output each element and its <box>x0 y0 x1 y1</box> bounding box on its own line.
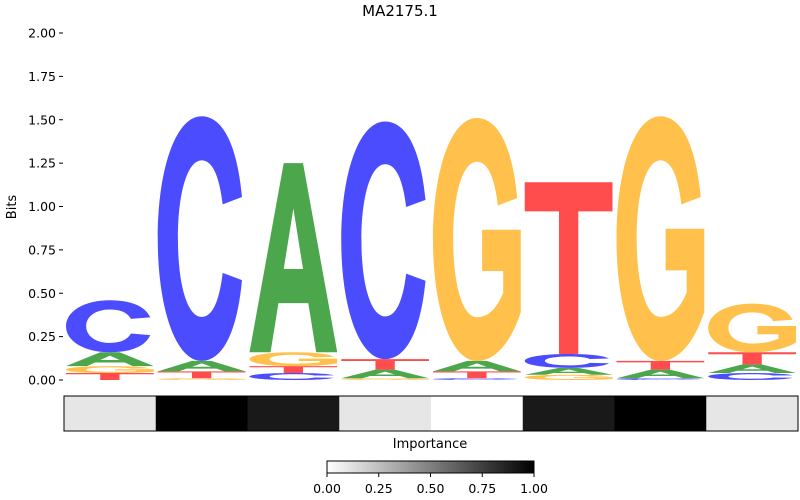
importance-cell <box>155 396 248 431</box>
letter-t <box>249 366 338 374</box>
y-tick-label: 0.50 <box>28 286 56 301</box>
letter-t <box>708 352 796 365</box>
importance-cell <box>522 396 615 431</box>
letter-t <box>341 359 429 370</box>
colorbar-tick-label: 0.25 <box>365 481 393 496</box>
logo-position-3 <box>249 163 338 380</box>
y-axis: 0.00 0.25 0.50 0.75 1.00 1.25 1.50 1.75 2.00 <box>28 26 63 388</box>
logo-position-8 <box>708 303 796 380</box>
y-tick-label: 1.00 <box>28 199 56 214</box>
letter-c <box>524 353 609 368</box>
importance-cell <box>614 396 707 431</box>
letter-t <box>616 360 705 370</box>
letter-c <box>708 373 793 380</box>
letter-a <box>66 352 154 367</box>
letter-a <box>616 369 705 379</box>
y-tick-label: 1.25 <box>28 156 56 171</box>
logo-position-4 <box>341 121 429 380</box>
letter-c <box>157 116 242 361</box>
letter-a <box>341 369 429 379</box>
importance-frame <box>63 395 799 432</box>
colorbar-tick-label: 0.50 <box>417 481 445 496</box>
letter-a <box>433 360 521 372</box>
letter-a <box>249 163 338 353</box>
letter-a <box>524 367 613 375</box>
logo-position-2 <box>157 116 246 380</box>
letter-g <box>524 374 613 380</box>
y-axis-label: Bits <box>5 195 20 220</box>
letter-g <box>249 352 338 367</box>
letter-g <box>341 378 429 380</box>
letter-g <box>66 366 154 374</box>
letter-a <box>708 364 796 374</box>
chart-title: MA2175.1 <box>362 2 438 20</box>
letter-c <box>433 378 518 380</box>
letter-t <box>157 371 246 379</box>
y-tick-label: 1.75 <box>28 69 56 84</box>
importance-heatmap <box>63 395 799 432</box>
importance-cell <box>431 396 524 431</box>
y-tick-label: 0.75 <box>28 242 56 257</box>
y-tick-label: 1.50 <box>28 112 56 127</box>
importance-cell <box>706 396 799 431</box>
colorbar-tick-label: 0.00 <box>313 481 341 496</box>
letter-g <box>708 303 796 353</box>
colorbar-tick-label: 0.75 <box>468 481 496 496</box>
logo-position-7 <box>616 116 705 380</box>
letter-t <box>66 373 154 380</box>
y-tick-label: 0.25 <box>28 329 56 344</box>
letter-t <box>433 371 521 379</box>
letter-g <box>157 378 246 380</box>
letter-g <box>433 118 521 361</box>
y-tick-label: 0.00 <box>28 373 56 388</box>
importance-label: Importance <box>393 437 468 452</box>
importance-cell <box>339 396 432 431</box>
letter-c <box>249 373 334 380</box>
logo-position-1 <box>66 300 154 380</box>
letter-g <box>616 116 705 361</box>
logo-position-6 <box>524 182 613 380</box>
letter-c <box>616 378 701 380</box>
logo-position-5 <box>433 118 521 380</box>
letter-c <box>66 300 151 353</box>
importance-cell <box>64 396 157 431</box>
letter-c <box>341 121 426 360</box>
letter-a <box>157 360 246 372</box>
importance-colorbar: 0.00 0.25 0.50 0.75 1.00 <box>313 460 548 496</box>
y-tick-label: 2.00 <box>28 26 56 41</box>
importance-cell <box>247 396 340 431</box>
colorbar-gradient <box>326 460 535 474</box>
letter-t <box>524 182 613 354</box>
logo-area <box>66 116 796 380</box>
colorbar-tick-label: 1.00 <box>520 481 548 496</box>
